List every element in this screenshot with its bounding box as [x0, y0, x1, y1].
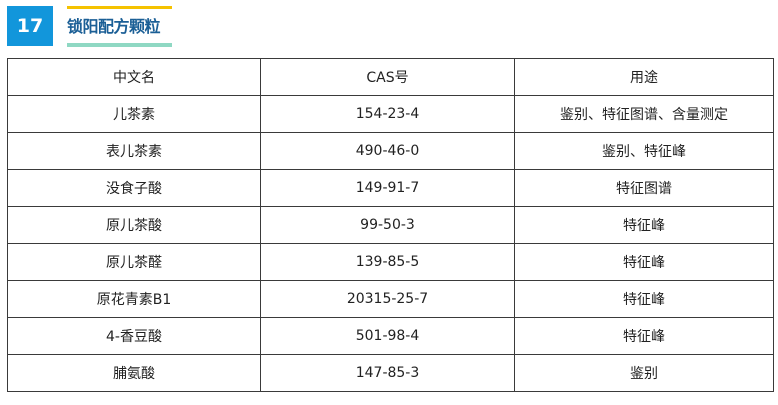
table-row: 儿茶素 154-23-4 鉴别、特征图谱、含量测定 — [7, 95, 774, 133]
cell-chinese-name: 表儿茶素 — [7, 132, 261, 170]
cell-usage: 鉴别、特征图谱、含量测定 — [514, 95, 774, 133]
table-row: 4-香豆酸 501-98-4 特征峰 — [7, 317, 774, 355]
cell-chinese-name: 原花青素B1 — [7, 280, 261, 318]
header-cas: CAS号 — [260, 58, 515, 96]
table-row: 表儿茶素 490-46-0 鉴别、特征峰 — [7, 132, 774, 170]
table-row: 原儿茶酸 99-50-3 特征峰 — [7, 206, 774, 244]
cell-usage: 鉴别、特征峰 — [514, 132, 774, 170]
cell-cas: 149-91-7 — [260, 169, 515, 207]
table-row: 原花青素B1 20315-25-7 特征峰 — [7, 280, 774, 318]
table-header-row: 中文名 CAS号 用途 — [7, 58, 774, 96]
cell-usage: 特征峰 — [514, 243, 774, 281]
cell-chinese-name: 原儿茶醛 — [7, 243, 261, 281]
section-number-badge: 17 — [7, 6, 53, 46]
table-row: 没食子酸 149-91-7 特征图谱 — [7, 169, 774, 207]
section-title: 锁阳配方颗粒 — [67, 17, 161, 36]
title-top-accent-bar — [67, 6, 172, 9]
header-usage: 用途 — [514, 58, 774, 96]
cell-usage: 鉴别 — [514, 354, 774, 392]
cell-usage: 特征图谱 — [514, 169, 774, 207]
cell-cas: 20315-25-7 — [260, 280, 515, 318]
cell-cas: 99-50-3 — [260, 206, 515, 244]
cell-chinese-name: 脯氨酸 — [7, 354, 261, 392]
header-chinese-name: 中文名 — [7, 58, 261, 96]
cell-usage: 特征峰 — [514, 206, 774, 244]
cell-cas: 147-85-3 — [260, 354, 515, 392]
title-bottom-accent-bar — [67, 43, 172, 47]
table-row: 脯氨酸 147-85-3 鉴别 — [7, 354, 774, 392]
cell-chinese-name: 原儿茶酸 — [7, 206, 261, 244]
cell-cas: 154-23-4 — [260, 95, 515, 133]
table-row: 原儿茶醛 139-85-5 特征峰 — [7, 243, 774, 281]
cell-usage: 特征峰 — [514, 280, 774, 318]
cell-chinese-name: 儿茶素 — [7, 95, 261, 133]
cell-chinese-name: 没食子酸 — [7, 169, 261, 207]
cell-cas: 139-85-5 — [260, 243, 515, 281]
cell-cas: 501-98-4 — [260, 317, 515, 355]
cell-chinese-name: 4-香豆酸 — [7, 317, 261, 355]
compound-table: 中文名 CAS号 用途 儿茶素 154-23-4 鉴别、特征图谱、含量测定 表儿茶素 4… — [7, 58, 774, 392]
cell-cas: 490-46-0 — [260, 132, 515, 170]
cell-usage: 特征峰 — [514, 317, 774, 355]
